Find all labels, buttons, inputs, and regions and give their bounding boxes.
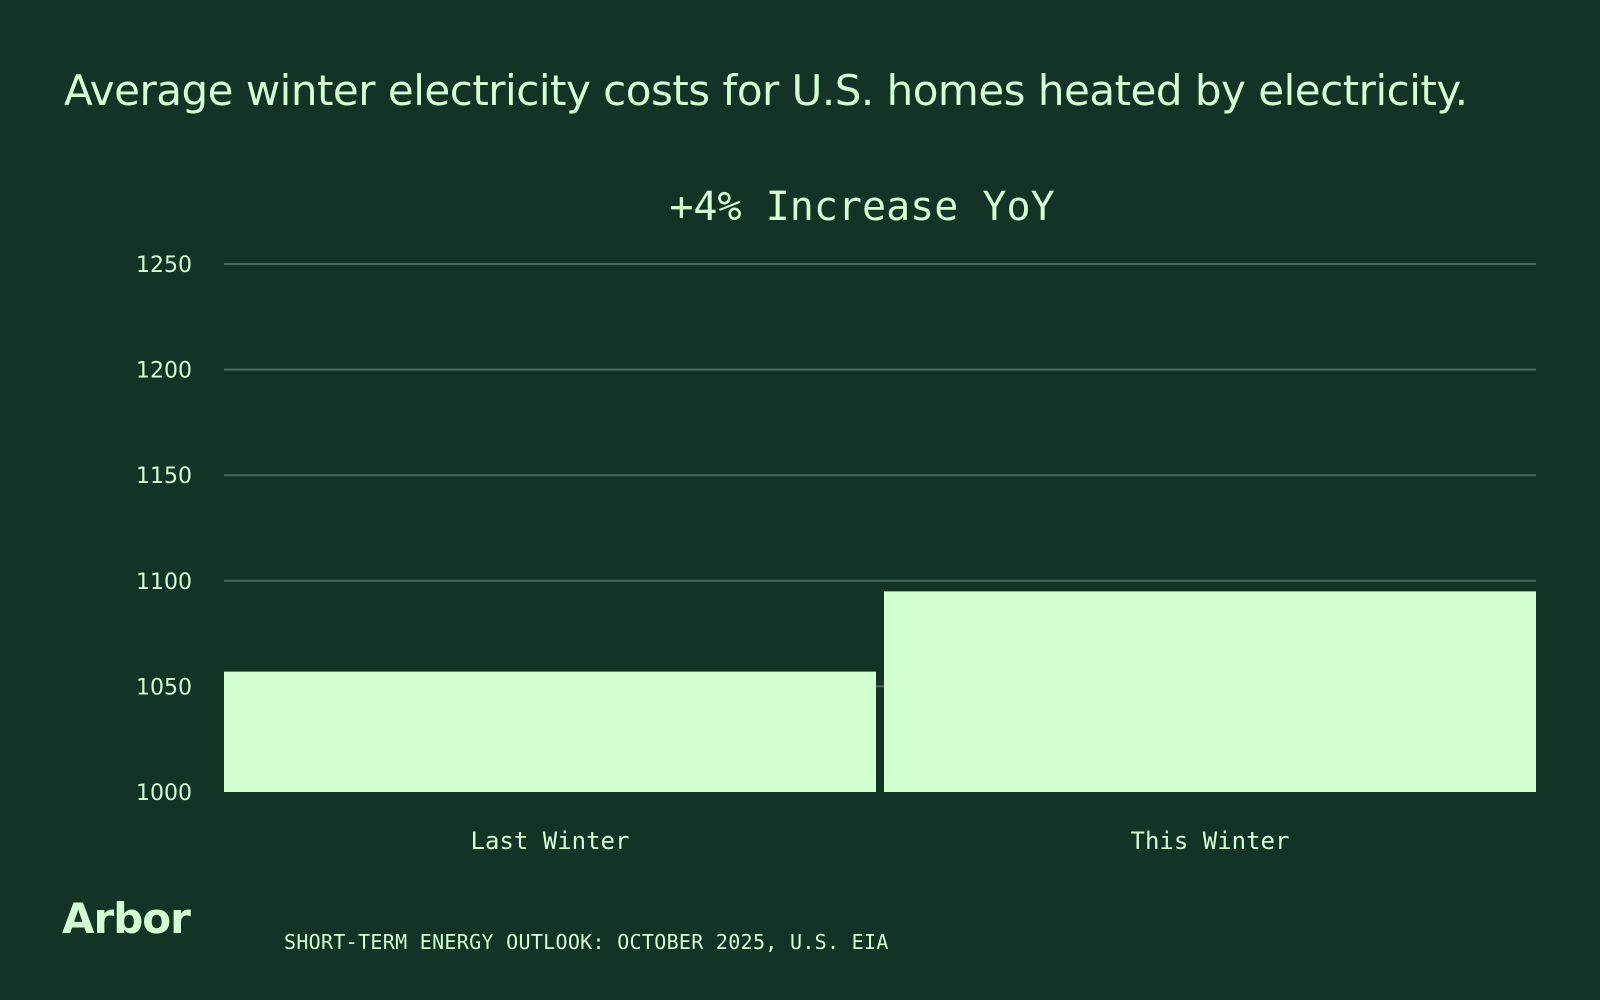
bar-last-winter (224, 671, 876, 792)
y-tick-label-1100: 1100 (136, 570, 192, 595)
x-tick-label-this-winter: This Winter (1131, 827, 1290, 855)
bar-this-winter (884, 591, 1536, 792)
x-tick-label-last-winter: Last Winter (471, 827, 630, 855)
brand-logo: Arbor (62, 894, 191, 943)
y-tick-label-1250: 1250 (136, 253, 192, 278)
y-tick-label-1150: 1150 (136, 464, 192, 489)
chart-title: +4% Increase YoY (669, 184, 1054, 230)
page-title: Average winter electricity costs for U.S… (64, 66, 1468, 115)
source-note: SHORT-TERM ENERGY OUTLOOK: OCTOBER 2025,… (284, 930, 889, 954)
y-tick-label-1000: 1000 (136, 781, 192, 806)
y-tick-label-1050: 1050 (136, 675, 192, 700)
y-tick-label-1200: 1200 (136, 359, 192, 384)
